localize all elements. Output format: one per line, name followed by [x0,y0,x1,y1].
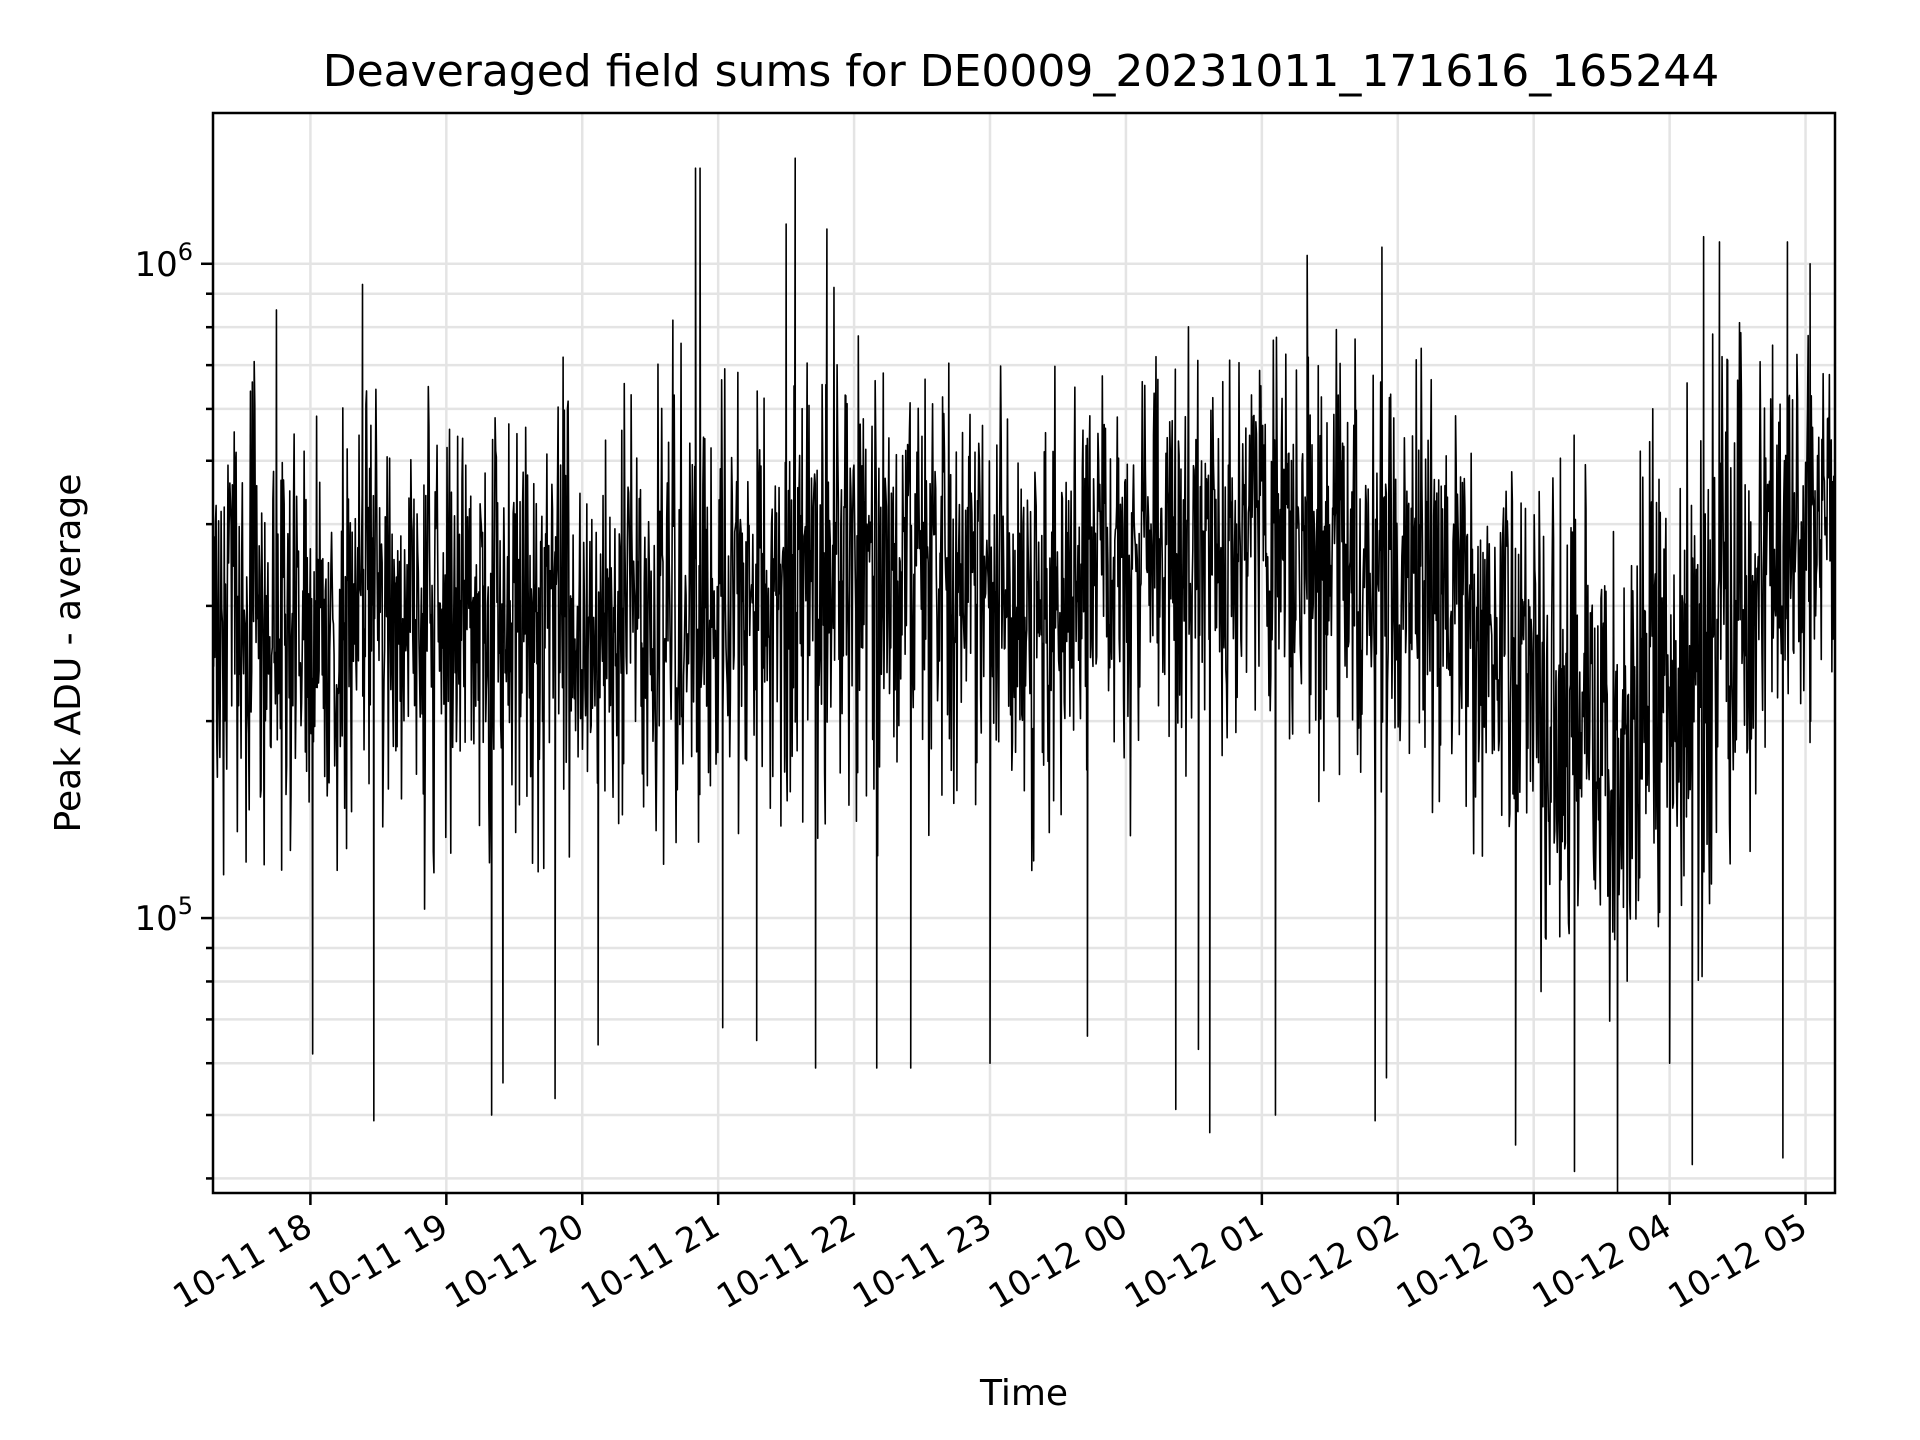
y-axis-label: Peak ADU - average [48,474,89,833]
y-tick-label: 106 [134,238,193,285]
data-series [213,157,1835,1193]
series-line [213,157,1835,1193]
plot-frame [211,111,1837,1195]
y-tick-label: 105 [134,892,193,939]
chart-title: Deaveraged field sums for DE0009_2023101… [323,46,1720,97]
y-tick-labels: 105 106 [134,238,193,939]
x-axis-label: Time [979,1373,1068,1414]
axis-ticks [201,262,1807,1205]
